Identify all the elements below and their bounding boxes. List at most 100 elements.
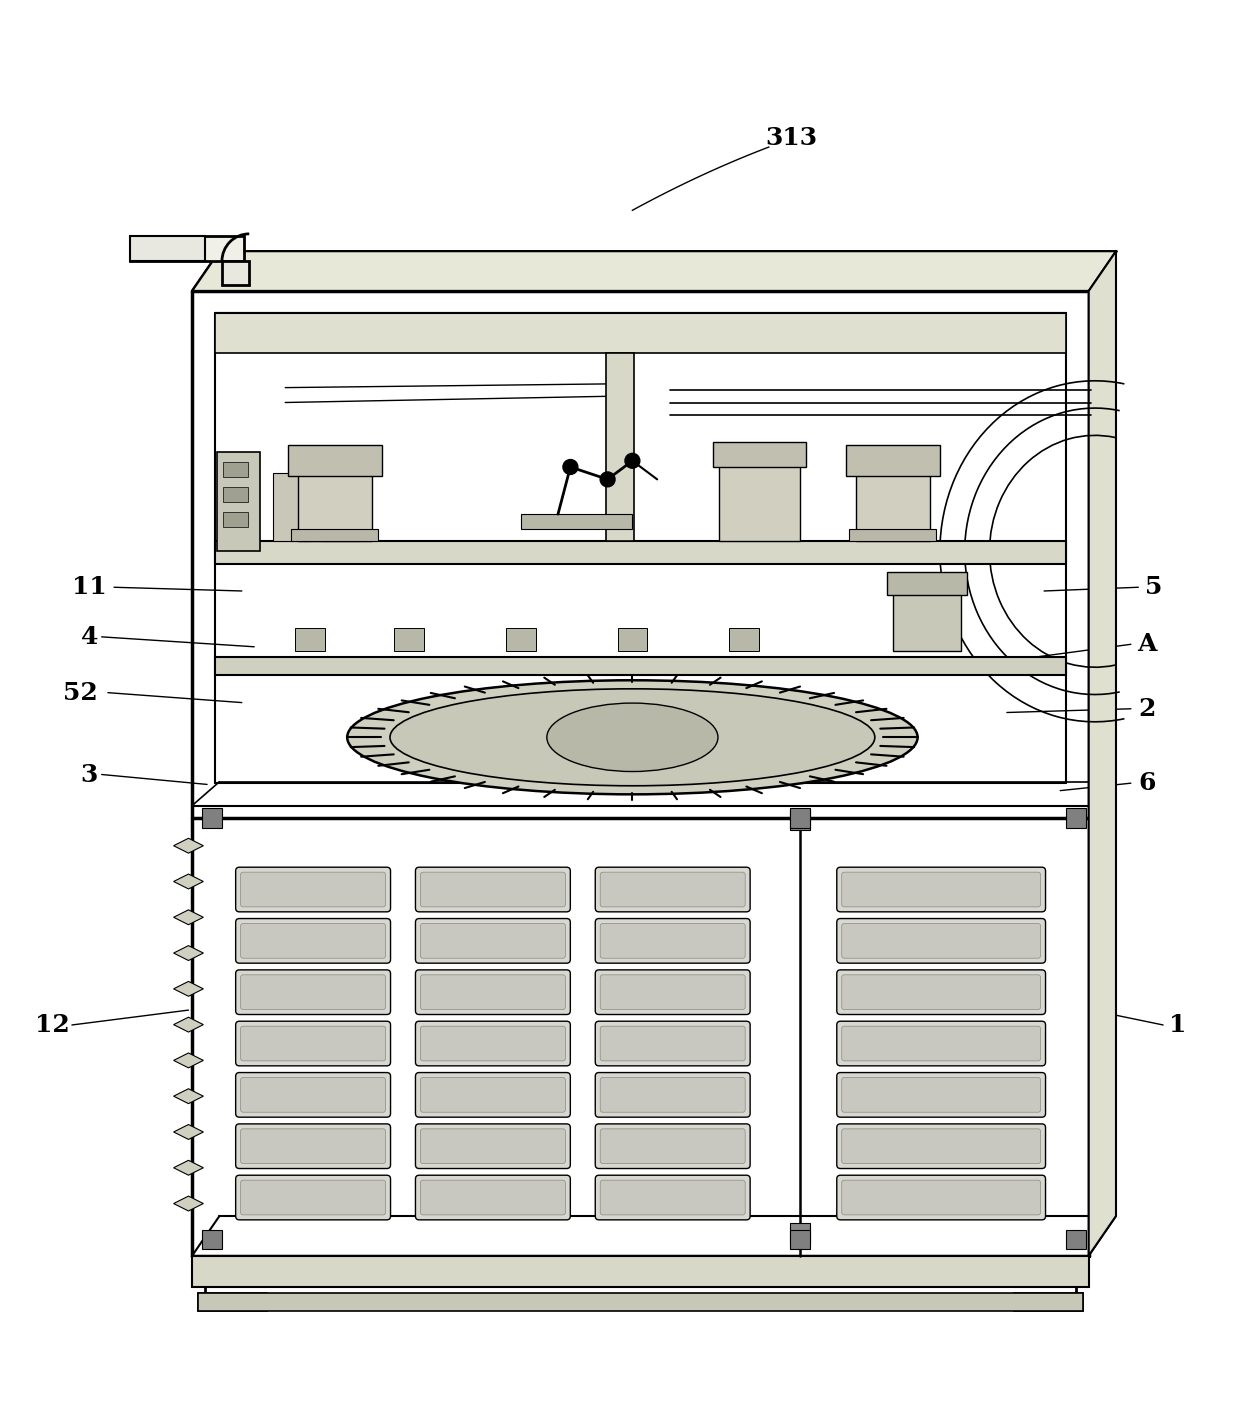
Bar — [1066, 808, 1086, 828]
Bar — [215, 314, 1066, 353]
Bar — [223, 462, 248, 477]
Text: A: A — [1137, 633, 1157, 657]
Polygon shape — [174, 946, 203, 960]
Text: 52: 52 — [63, 681, 98, 704]
FancyBboxPatch shape — [236, 919, 391, 963]
FancyBboxPatch shape — [415, 1176, 570, 1220]
Bar — [322, 473, 360, 542]
Bar — [887, 573, 967, 594]
Polygon shape — [174, 909, 203, 925]
Bar — [288, 445, 382, 476]
FancyBboxPatch shape — [837, 919, 1045, 963]
Bar — [202, 808, 222, 828]
FancyBboxPatch shape — [415, 970, 570, 1015]
Bar — [506, 628, 536, 650]
FancyBboxPatch shape — [415, 919, 570, 963]
Polygon shape — [1089, 251, 1116, 1255]
Polygon shape — [192, 251, 1116, 291]
FancyBboxPatch shape — [415, 1073, 570, 1117]
FancyBboxPatch shape — [236, 1073, 391, 1117]
FancyBboxPatch shape — [600, 975, 745, 1009]
Text: 11: 11 — [72, 576, 107, 600]
FancyBboxPatch shape — [241, 1026, 386, 1060]
FancyBboxPatch shape — [241, 1077, 386, 1113]
FancyBboxPatch shape — [595, 919, 750, 963]
Text: 4: 4 — [81, 624, 98, 648]
Bar — [223, 512, 248, 526]
FancyBboxPatch shape — [241, 923, 386, 958]
Text: 1: 1 — [1169, 1013, 1187, 1037]
FancyBboxPatch shape — [236, 868, 391, 912]
Polygon shape — [174, 1160, 203, 1176]
Bar — [1066, 1230, 1086, 1250]
Bar — [729, 628, 759, 650]
FancyBboxPatch shape — [842, 975, 1040, 1009]
FancyBboxPatch shape — [842, 1129, 1040, 1164]
FancyBboxPatch shape — [420, 923, 565, 958]
FancyBboxPatch shape — [420, 1180, 565, 1216]
Bar — [130, 237, 244, 261]
Bar — [273, 473, 310, 542]
FancyBboxPatch shape — [420, 975, 565, 1009]
Text: 6: 6 — [1138, 771, 1156, 795]
Bar — [192, 1255, 1089, 1287]
FancyBboxPatch shape — [595, 1022, 750, 1066]
Circle shape — [563, 459, 578, 475]
Bar — [291, 529, 378, 542]
FancyBboxPatch shape — [241, 975, 386, 1009]
Text: 2: 2 — [1138, 697, 1156, 721]
FancyBboxPatch shape — [837, 970, 1045, 1015]
Bar — [217, 452, 260, 551]
FancyBboxPatch shape — [236, 1022, 391, 1066]
Bar — [893, 589, 961, 650]
Bar — [1014, 1292, 1083, 1311]
FancyBboxPatch shape — [837, 1176, 1045, 1220]
FancyBboxPatch shape — [600, 1180, 745, 1216]
FancyBboxPatch shape — [842, 1026, 1040, 1060]
Bar — [223, 487, 248, 502]
Polygon shape — [174, 1053, 203, 1067]
Bar — [215, 542, 1066, 564]
FancyBboxPatch shape — [415, 1124, 570, 1168]
FancyBboxPatch shape — [236, 1124, 391, 1168]
Text: 3: 3 — [81, 762, 98, 787]
FancyBboxPatch shape — [837, 868, 1045, 912]
FancyBboxPatch shape — [241, 1129, 386, 1164]
FancyBboxPatch shape — [595, 868, 750, 912]
FancyBboxPatch shape — [420, 1026, 565, 1060]
FancyBboxPatch shape — [842, 1180, 1040, 1216]
Circle shape — [625, 453, 640, 469]
Bar — [790, 1224, 810, 1243]
Bar — [846, 445, 940, 476]
Ellipse shape — [547, 703, 718, 771]
Polygon shape — [174, 1089, 203, 1103]
FancyBboxPatch shape — [842, 1077, 1040, 1113]
FancyBboxPatch shape — [595, 1073, 750, 1117]
FancyBboxPatch shape — [837, 1022, 1045, 1066]
FancyBboxPatch shape — [241, 1180, 386, 1216]
Ellipse shape — [389, 688, 874, 785]
FancyBboxPatch shape — [420, 872, 565, 906]
Text: 313: 313 — [765, 127, 817, 151]
Bar — [215, 657, 1066, 675]
Bar — [130, 237, 205, 261]
FancyBboxPatch shape — [415, 868, 570, 912]
FancyBboxPatch shape — [837, 1073, 1045, 1117]
Polygon shape — [174, 1017, 203, 1032]
FancyBboxPatch shape — [415, 1022, 570, 1066]
Circle shape — [600, 472, 615, 487]
Bar — [606, 353, 634, 542]
FancyBboxPatch shape — [236, 970, 391, 1015]
Ellipse shape — [347, 680, 918, 794]
Polygon shape — [174, 874, 203, 889]
Polygon shape — [174, 838, 203, 854]
Bar — [618, 628, 647, 650]
FancyBboxPatch shape — [600, 1077, 745, 1113]
Bar — [298, 457, 372, 542]
FancyBboxPatch shape — [595, 970, 750, 1015]
Text: 5: 5 — [1145, 576, 1162, 600]
Polygon shape — [174, 1196, 203, 1211]
FancyBboxPatch shape — [420, 1077, 565, 1113]
FancyBboxPatch shape — [837, 1124, 1045, 1168]
FancyBboxPatch shape — [600, 1026, 745, 1060]
